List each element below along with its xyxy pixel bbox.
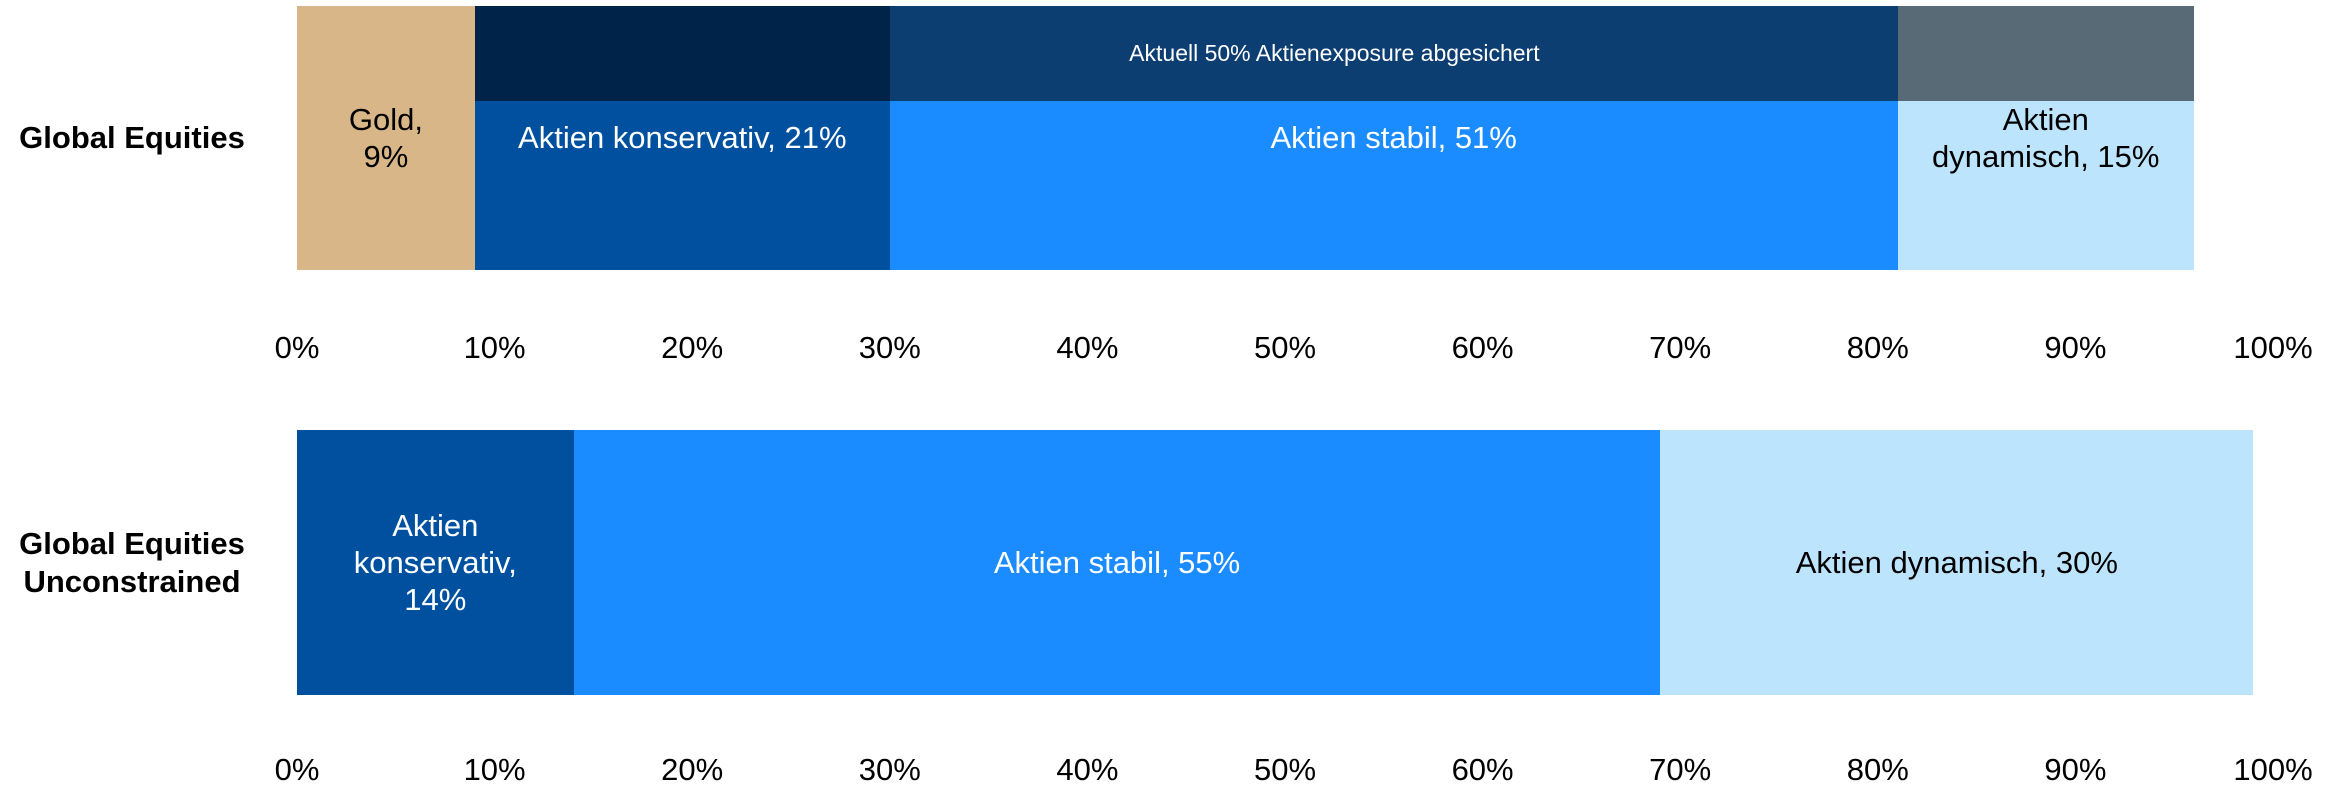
x-tick-label: 90%	[2044, 752, 2107, 787]
x-tick-label: 60%	[1451, 330, 1514, 365]
x-tick-label: 60%	[1451, 752, 1514, 787]
x-tick-label: 10%	[463, 330, 526, 365]
x-tick-label: 30%	[858, 752, 921, 787]
x-tick-label: 30%	[858, 330, 921, 365]
bar-segment	[297, 6, 475, 270]
x-tick-label: 100%	[2233, 330, 2313, 365]
x-tick-label: 80%	[1846, 330, 1909, 365]
x-tick-label: 50%	[1253, 330, 1317, 365]
segment-label: Aktien stabil, 51%	[1270, 120, 1517, 156]
x-tick-label: 20%	[661, 330, 724, 365]
hedge-overlay	[474, 6, 890, 101]
bar-segment	[1660, 430, 2254, 695]
segment-label: Aktien dynamisch, 15%	[1932, 101, 2160, 174]
category-label: Global Equities	[19, 120, 245, 156]
x-tick-label: 0%	[274, 330, 320, 365]
bar-segment	[297, 430, 574, 695]
x-tick-label: 10%	[463, 752, 526, 787]
x-tick-label: 100%	[2233, 752, 2313, 787]
x-tick-label: 50%	[1253, 752, 1317, 787]
segment-label: Aktien stabil, 55%	[993, 544, 1241, 580]
x-tick-label: 70%	[1649, 330, 1712, 365]
x-tick-label: 0%	[274, 752, 320, 787]
segment-label: Aktien konservativ, 21%	[518, 120, 847, 156]
bar-segment	[573, 430, 1661, 695]
annotation: Aktuell 50% Aktienexposure abgesichert	[1129, 40, 1540, 66]
x-tick-label: 20%	[661, 752, 724, 787]
segment-label: Gold, 9%	[348, 101, 423, 174]
x-tick-label: 70%	[1649, 752, 1712, 787]
x-tick-label: 80%	[1846, 752, 1909, 787]
hedge-overlay	[889, 6, 1898, 101]
x-tick-label: 40%	[1056, 330, 1119, 365]
hedge-overlay	[1897, 6, 2194, 101]
segment-label: Aktien dynamisch, 30%	[1795, 544, 2118, 580]
x-tick-label: 90%	[2044, 330, 2107, 365]
segment-label: Aktien konservativ, 14%	[353, 507, 517, 618]
x-tick-label: 40%	[1056, 752, 1119, 787]
category-label: Global Equities Unconstrained	[19, 526, 245, 599]
